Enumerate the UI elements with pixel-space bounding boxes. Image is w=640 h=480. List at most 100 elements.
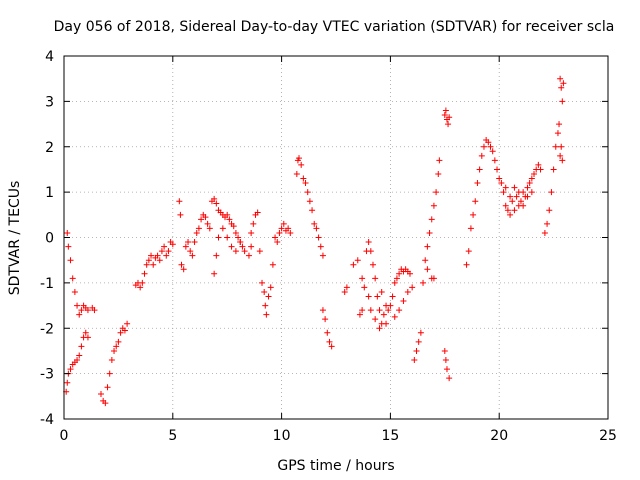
data-point [513, 193, 520, 200]
data-point [463, 261, 470, 268]
data-point [143, 261, 150, 268]
data-point [442, 357, 449, 364]
data-point [150, 261, 157, 268]
data-point [528, 175, 535, 182]
x-tick-label: 10 [273, 428, 291, 444]
data-point [309, 207, 316, 214]
data-point [424, 266, 431, 273]
data-point [442, 107, 449, 114]
data-point [187, 248, 194, 255]
data-point [141, 270, 148, 277]
data-point [287, 229, 294, 236]
data-point [115, 338, 122, 345]
data-point [262, 302, 269, 309]
data-point [406, 270, 413, 277]
data-point [298, 161, 305, 168]
data-point [189, 252, 196, 259]
x-axis: 0 5 10 15 20 25 [60, 56, 617, 444]
data-point [84, 307, 91, 314]
data-point [113, 343, 120, 350]
data-point [204, 220, 211, 227]
data-point [367, 248, 374, 255]
data-point [524, 184, 531, 191]
data-point [293, 170, 300, 177]
data-point [64, 379, 71, 386]
data-point [474, 180, 481, 187]
data-point [250, 220, 257, 227]
data-point [248, 243, 255, 250]
y-tick-label: -1 [40, 276, 54, 292]
grid-lines [64, 56, 608, 419]
chart-title: Day 056 of 2018, Sidereal Day-to-day VTE… [54, 19, 615, 35]
data-point [274, 239, 281, 246]
data-point [213, 200, 220, 207]
data-point [108, 357, 115, 364]
data-point [393, 275, 400, 282]
data-point [507, 211, 514, 218]
data-point [169, 241, 176, 248]
data-point [69, 275, 76, 282]
data-point [446, 114, 453, 121]
data-point [343, 284, 350, 291]
data-point [441, 347, 448, 354]
data-point [319, 307, 326, 314]
data-point [507, 193, 514, 200]
data-point [436, 157, 443, 164]
data-point [426, 229, 433, 236]
data-point [82, 329, 89, 336]
data-point [376, 307, 383, 314]
data-point [177, 211, 184, 218]
data-point [198, 216, 205, 223]
data-point [424, 243, 431, 250]
data-point [515, 189, 522, 196]
data-point [156, 257, 163, 264]
data-point [263, 311, 270, 318]
data-point [498, 180, 505, 187]
y-tick-label: 1 [45, 185, 54, 201]
data-point [546, 207, 553, 214]
data-point [224, 234, 231, 241]
data-point [165, 248, 172, 255]
data-point [417, 329, 424, 336]
data-point [554, 130, 561, 137]
data-point [211, 195, 218, 202]
data-point [367, 307, 374, 314]
y-tick-label: 4 [45, 49, 54, 65]
y-tick-label: -3 [40, 367, 54, 383]
data-point [396, 307, 403, 314]
data-point [191, 239, 198, 246]
data-point [219, 225, 226, 232]
data-point [428, 216, 435, 223]
data-point [535, 161, 542, 168]
data-point [391, 279, 398, 286]
y-tick-label: 2 [45, 140, 54, 156]
data-point [528, 189, 535, 196]
data-point [487, 143, 494, 150]
data-point [524, 193, 531, 200]
data-point [470, 211, 477, 218]
data-point [224, 211, 231, 218]
data-points [63, 75, 567, 407]
data-point [422, 257, 429, 264]
data-point [237, 239, 244, 246]
data-point [517, 198, 524, 205]
data-point [195, 225, 202, 232]
data-point [176, 198, 183, 205]
data-point [154, 252, 161, 259]
data-point [502, 184, 509, 191]
data-point [365, 239, 372, 246]
data-point [494, 166, 501, 173]
data-point [415, 338, 422, 345]
data-point [319, 252, 326, 259]
data-point [65, 243, 72, 250]
data-point [74, 357, 81, 364]
data-point [537, 166, 544, 173]
data-point [302, 180, 309, 187]
data-point [541, 229, 548, 236]
data-point [476, 166, 483, 173]
data-point [433, 189, 440, 196]
data-point [369, 261, 376, 268]
data-point [489, 148, 496, 155]
data-point [145, 257, 152, 264]
